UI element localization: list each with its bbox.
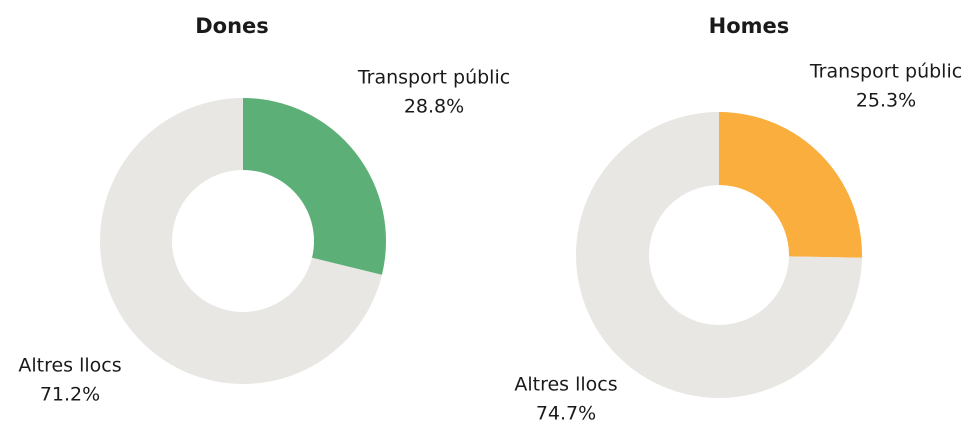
donut-slice	[99, 98, 382, 385]
donut-slice	[576, 112, 862, 399]
slice-label: Altres llocs	[514, 374, 617, 396]
donut-slice	[243, 98, 386, 275]
slice-label: Transport públic	[809, 61, 962, 83]
slice-value-label: 28.8%	[404, 96, 464, 118]
donut-slice	[719, 112, 862, 258]
chart-title: Homes	[709, 14, 790, 38]
slice-value-label: 71.2%	[40, 384, 100, 406]
chart-title: Dones	[195, 14, 269, 38]
slice-label: Transport públic	[357, 67, 510, 89]
slice-value-label: 25.3%	[856, 90, 916, 112]
slice-value-label: 74.7%	[536, 403, 596, 423]
slice-label: Altres llocs	[18, 355, 121, 377]
